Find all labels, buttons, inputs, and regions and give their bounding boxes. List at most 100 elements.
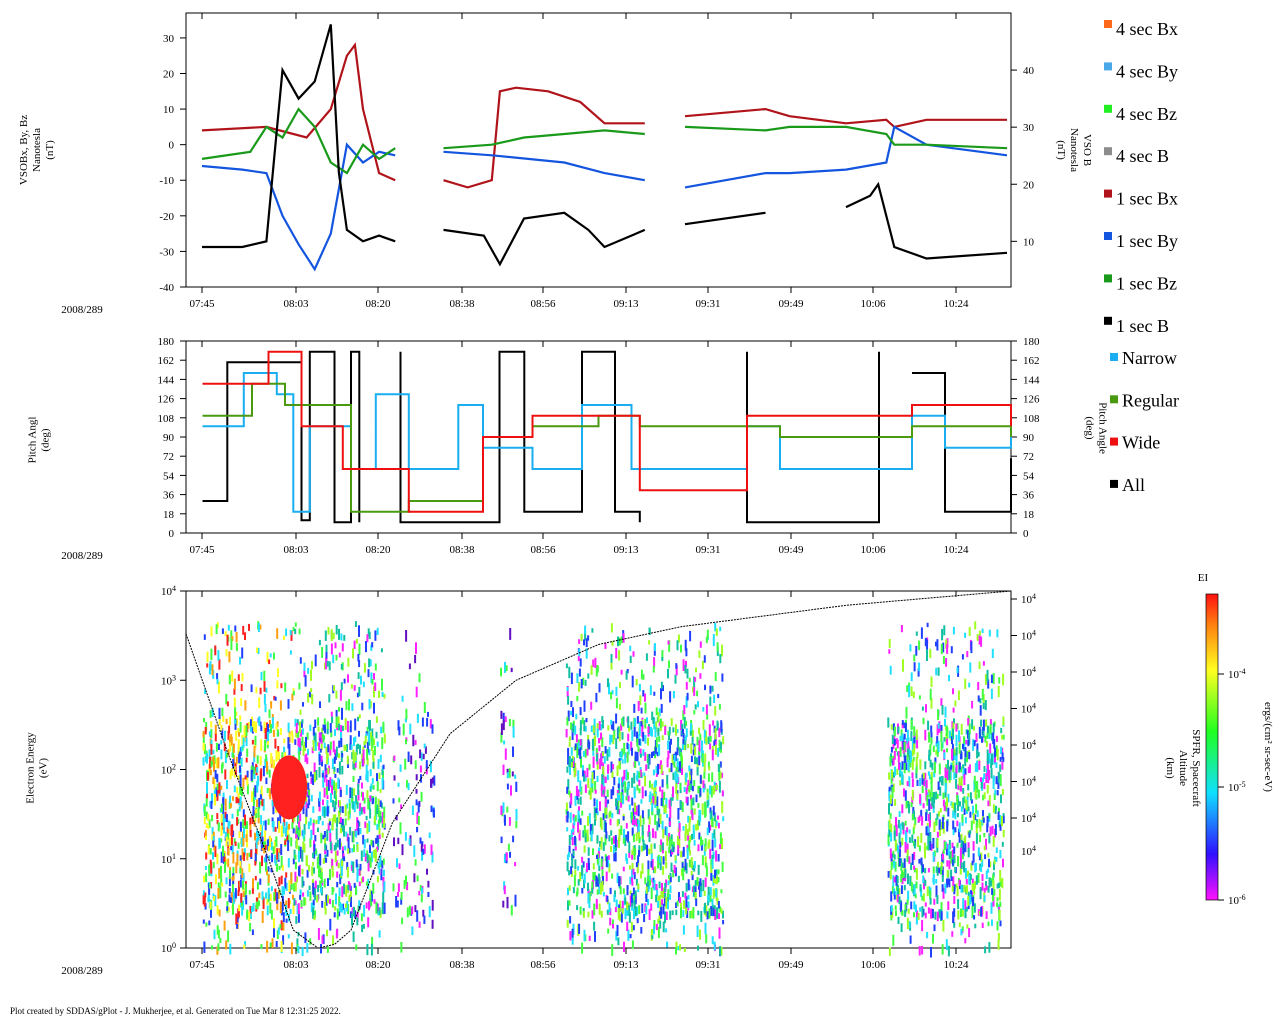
legend-swatch	[1104, 147, 1112, 156]
spectrogram-cell	[981, 922, 984, 928]
spectrogram-cell	[711, 936, 714, 945]
spectrogram-cell	[994, 824, 997, 836]
spectrogram-cell	[515, 808, 518, 821]
spectrogram-cell	[212, 835, 215, 848]
spectrogram-cell	[512, 835, 515, 843]
spectrogram-cell	[593, 872, 596, 881]
spectrogram-cell	[692, 824, 695, 834]
spectrogram-cell	[632, 651, 635, 657]
spectrogram-cell	[337, 777, 340, 789]
spectrogram-cell	[620, 911, 623, 923]
spectrogram-cell	[635, 775, 638, 781]
spectrogram-cell	[220, 865, 222, 878]
series-line-1-sec-bz	[201, 107, 1008, 175]
spectrogram-cell	[343, 907, 346, 915]
spectrogram-cell	[319, 737, 322, 743]
spectrogram-cell	[312, 861, 315, 866]
spectrogram-cell	[887, 871, 890, 878]
spectrogram-cell	[611, 812, 614, 819]
spectrogram-cell	[244, 941, 246, 947]
spectrogram-cell	[684, 665, 687, 674]
spectrogram-cell	[266, 839, 269, 851]
spectrogram-cell	[372, 761, 375, 769]
spectrogram-cell	[383, 806, 386, 818]
spectrogram-cell	[641, 810, 644, 819]
spectrogram-cell	[673, 864, 676, 874]
spectrogram-cell	[317, 827, 319, 833]
spectrogram-cell	[945, 639, 948, 649]
spectrogram-cell	[706, 791, 709, 800]
spectrogram-cell	[338, 838, 341, 850]
spectrogram-cell	[311, 661, 313, 670]
spectrogram-cell	[239, 860, 242, 867]
spectrogram-cell	[287, 898, 290, 909]
spectrogram-cell	[944, 718, 946, 727]
spectrogram-cell	[358, 643, 361, 655]
spectrogram-cell	[583, 873, 586, 884]
spectrogram-cell	[363, 741, 366, 746]
spectrogram-cell	[984, 946, 987, 954]
spectrogram-cell	[964, 868, 967, 879]
spectrogram-cell	[956, 842, 959, 848]
spectrogram-cell	[895, 824, 898, 837]
spectrogram-cell	[568, 666, 571, 679]
legend-label: 1 sec Bx	[1116, 189, 1178, 209]
spectrogram-cell	[600, 818, 603, 830]
spectrogram-cell	[290, 942, 293, 955]
spectrogram-cell	[307, 748, 309, 756]
spectrogram-cell	[631, 827, 634, 836]
spectrogram-cell	[314, 888, 317, 901]
spectrogram-cell	[322, 934, 325, 945]
spectrogram-cell	[631, 777, 634, 788]
spectrogram-cell	[714, 672, 717, 682]
spectrogram-cell	[919, 884, 922, 892]
spectrogram-cell	[238, 731, 240, 737]
spectrogram-cell	[378, 834, 381, 839]
spectrogram-cell	[271, 714, 274, 721]
spectrogram-cell	[671, 910, 674, 915]
spectrogram-cell	[357, 778, 360, 783]
spectrogram-cell	[691, 730, 694, 738]
spectrogram-cell	[891, 885, 894, 894]
legend-label: 1 sec B	[1116, 316, 1169, 336]
spectrogram-cell	[203, 718, 205, 723]
spectrogram-cell	[353, 801, 356, 813]
spectrogram-cell	[675, 909, 678, 916]
spectrogram-cell	[968, 732, 971, 745]
spectrogram-cell	[346, 744, 348, 752]
spectrogram-cell	[649, 791, 652, 799]
spectrogram-cell	[901, 821, 904, 827]
spectrogram-cell	[657, 712, 660, 723]
spectrogram-cell	[972, 725, 975, 731]
spectrogram-cell	[625, 769, 628, 781]
spectrogram-cell	[963, 736, 965, 744]
spectrogram-cell	[572, 828, 574, 833]
spectrogram-cell	[933, 850, 936, 857]
spectrogram-cell	[982, 702, 985, 710]
spectrogram-cell	[368, 748, 371, 755]
spectrogram-cell	[634, 906, 637, 917]
spectrogram-cell	[924, 879, 927, 886]
spectrogram-cell	[682, 846, 685, 852]
spectrogram-cell	[236, 924, 239, 929]
spectrogram-cell	[997, 939, 1000, 950]
spectrogram-cell	[338, 887, 341, 896]
spectrogram-cell	[374, 796, 377, 808]
spectrogram-cell	[618, 829, 621, 841]
spectrogram-cell	[937, 740, 940, 752]
spectrogram-cell	[379, 788, 382, 793]
spectrogram-cell	[616, 765, 619, 776]
spectrogram-cell	[951, 849, 954, 858]
spectrogram-cell	[675, 947, 677, 955]
spectrogram-cell	[1000, 746, 1003, 755]
spectrogram-cell	[354, 762, 357, 768]
spectrogram-cell	[282, 935, 285, 945]
spectrogram-cell	[638, 731, 641, 736]
spectrogram-cell	[216, 853, 219, 865]
spectrogram-cell	[655, 883, 658, 890]
spectrogram-cell	[263, 841, 266, 848]
spectrogram-cell	[647, 869, 650, 881]
spectrogram-cell	[907, 743, 910, 753]
spectrogram-cell	[708, 908, 711, 919]
spectrogram-cell	[231, 876, 234, 881]
